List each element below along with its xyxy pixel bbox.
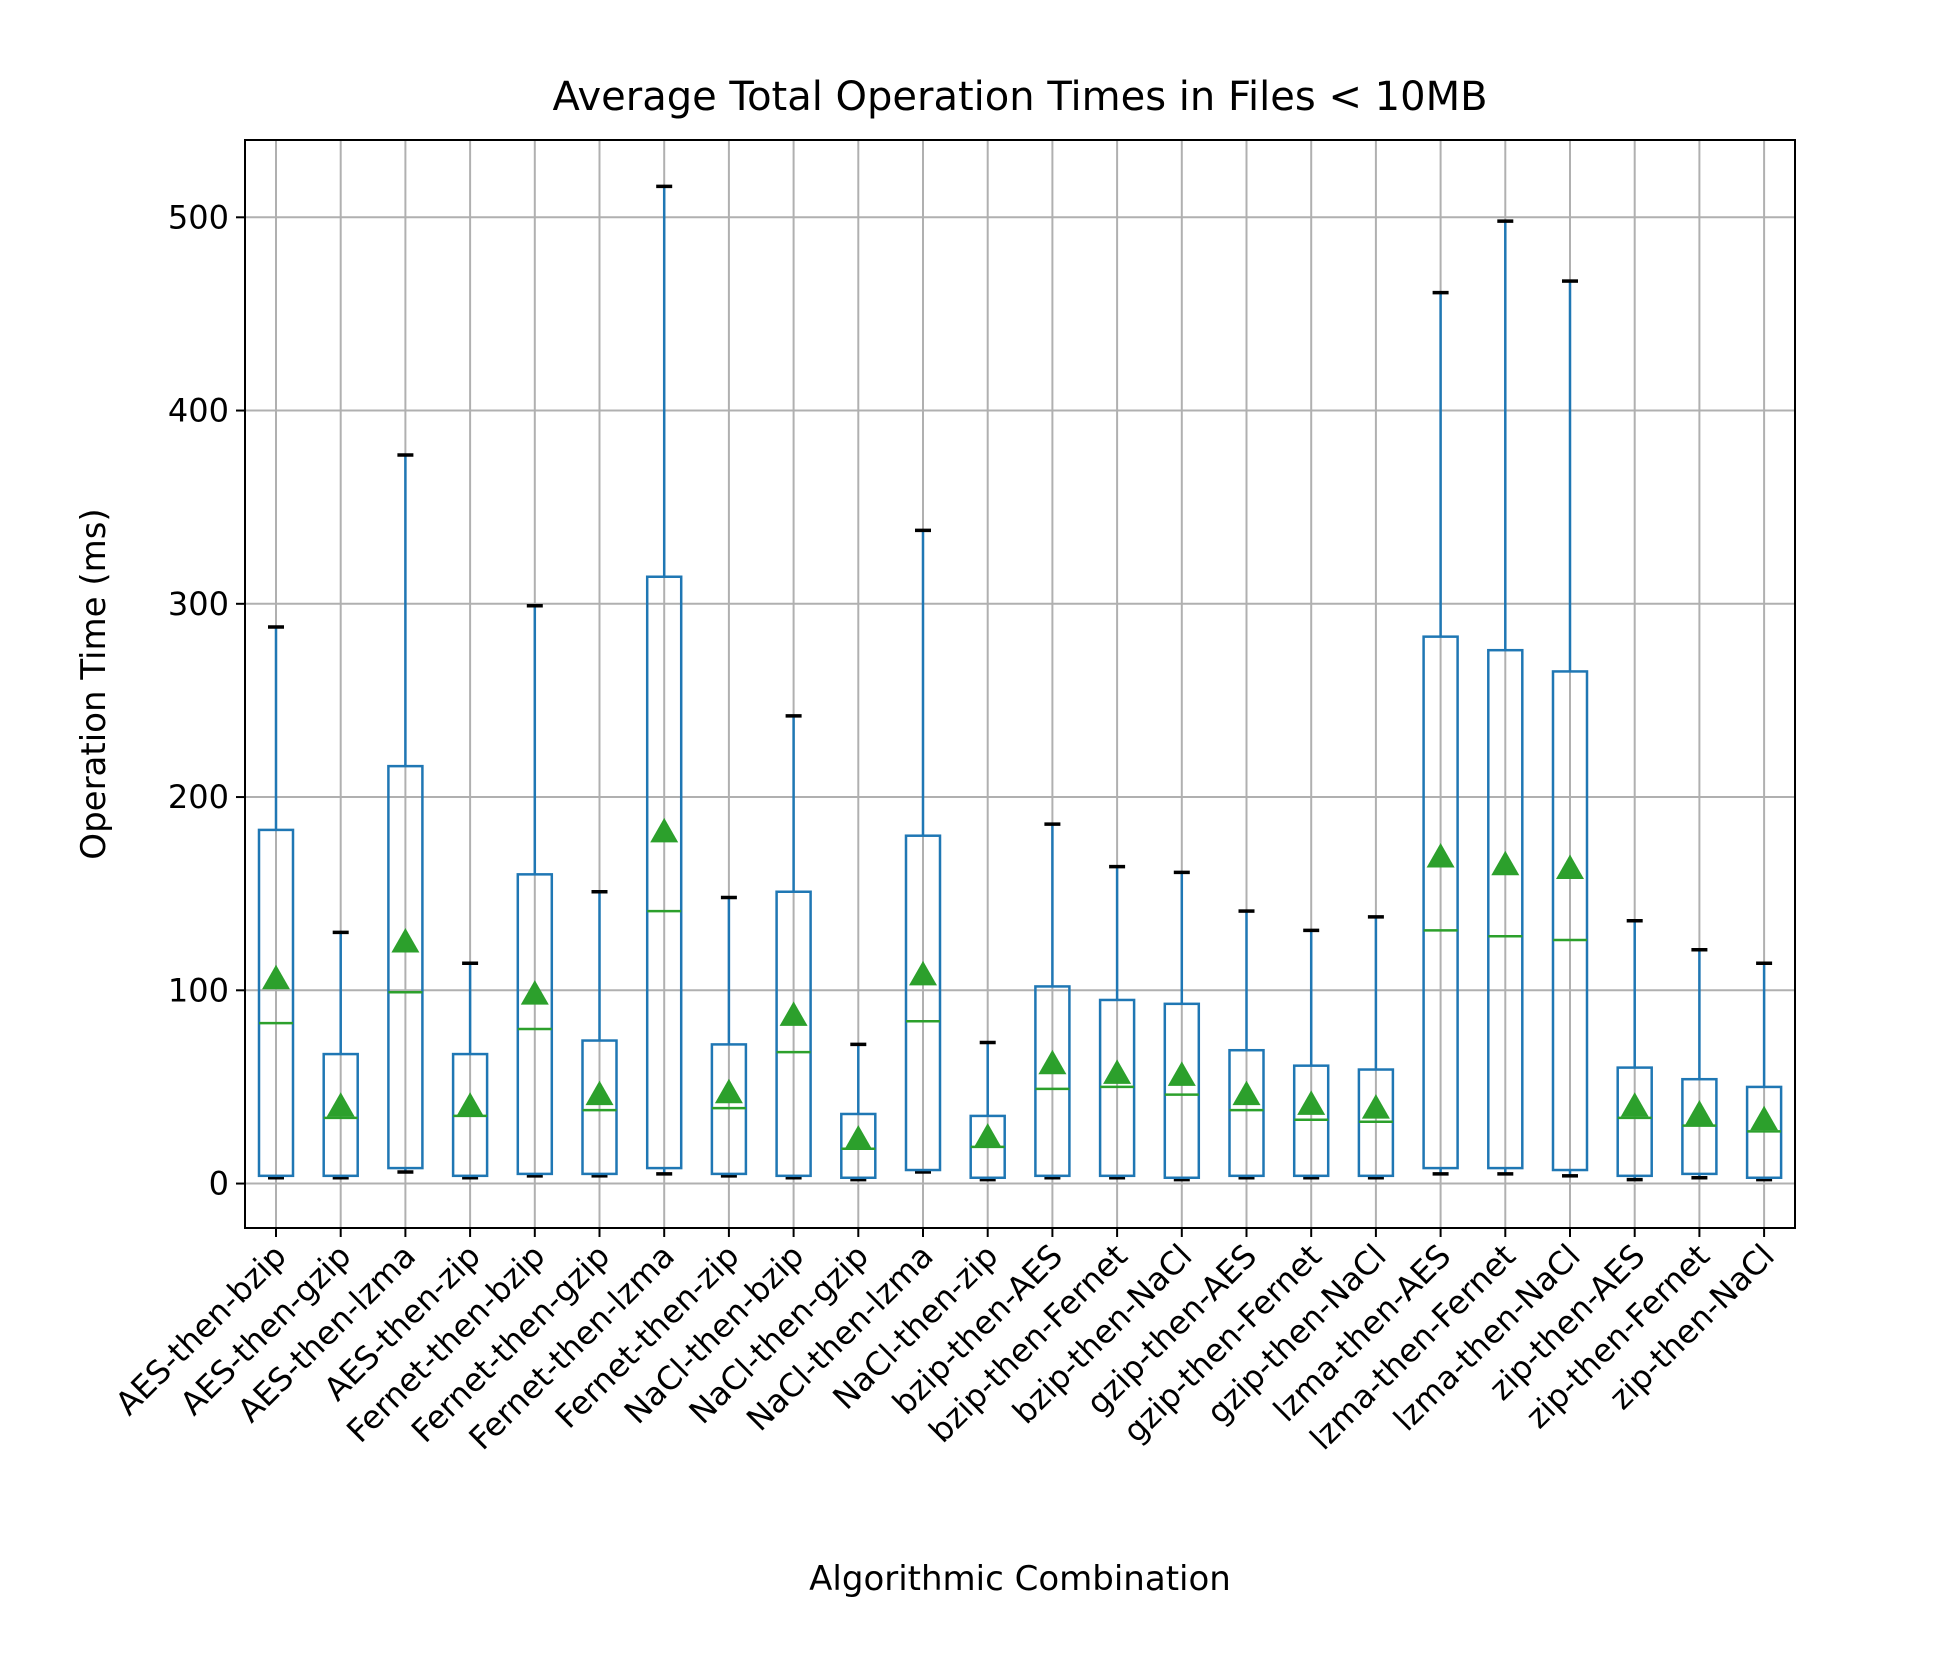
y-tick-label: 200 — [168, 778, 229, 816]
box-item — [1163, 870, 1201, 1182]
mean-marker — [1297, 1090, 1326, 1115]
mean-marker — [326, 1092, 355, 1117]
box-iqr — [1228, 1048, 1265, 1178]
box-series — [257, 184, 1783, 1182]
box-iqr — [775, 890, 812, 1178]
box-item — [257, 625, 295, 1180]
box-item — [1745, 961, 1783, 1182]
box-item — [322, 930, 359, 1180]
mean-marker — [1556, 854, 1584, 880]
mean-marker — [1750, 1105, 1779, 1131]
box-iqr — [257, 828, 295, 1178]
box-item — [1098, 864, 1136, 1180]
box-item — [775, 714, 812, 1180]
box-iqr — [581, 1039, 618, 1176]
y-axis-label: Operation Time (ms) — [74, 508, 114, 859]
mean-marker — [1232, 1080, 1261, 1106]
box-iqr — [1487, 648, 1524, 1170]
mean-marker — [1038, 1049, 1067, 1075]
box-item — [581, 889, 618, 1178]
box-item — [1681, 947, 1718, 1180]
box-item — [1487, 219, 1524, 1176]
plot-frame — [244, 139, 1796, 1229]
box-iqr — [645, 575, 683, 1170]
y-tick-label: 400 — [168, 392, 229, 430]
mean-marker — [650, 817, 679, 843]
box-item — [840, 1042, 877, 1182]
mean-marker — [456, 1092, 485, 1117]
box-iqr — [1551, 670, 1589, 1172]
mean-marker — [1685, 1099, 1714, 1125]
box-iqr — [1422, 635, 1459, 1170]
box-item — [1422, 290, 1459, 1176]
mean-marker — [1103, 1059, 1132, 1084]
y-tick-label: 500 — [168, 198, 229, 236]
box-item — [969, 1040, 1006, 1182]
box-item — [710, 895, 748, 1178]
box-iqr — [840, 1112, 877, 1180]
box-item — [645, 184, 683, 1176]
y-axis: 0 100 200 300 400 500 — [168, 198, 245, 1203]
mean-marker — [391, 927, 420, 953]
box-iqr — [1163, 1002, 1201, 1180]
mean-marker — [1361, 1094, 1390, 1119]
mean-marker — [1167, 1061, 1196, 1086]
mean-marker — [262, 964, 290, 990]
box-item — [1616, 918, 1653, 1182]
mean-marker — [585, 1080, 614, 1106]
box-item — [1228, 909, 1265, 1180]
box-iqr — [1616, 1066, 1653, 1178]
box-item — [451, 961, 489, 1180]
box-item — [904, 528, 942, 1174]
box-item — [387, 453, 424, 1174]
mean-marker — [779, 1001, 808, 1026]
y-tick-label: 100 — [168, 971, 229, 1009]
chart-title: Average Total Operation Times in Files <… — [552, 74, 1487, 120]
box-iqr — [1034, 985, 1071, 1178]
y-tick-label: 300 — [168, 585, 229, 623]
box-item — [1034, 822, 1071, 1180]
box-item — [1292, 928, 1330, 1180]
box-iqr — [516, 873, 554, 1176]
mean-marker — [844, 1125, 873, 1150]
mean-marker — [520, 980, 549, 1005]
mean-marker — [1426, 842, 1455, 868]
mean-marker — [909, 960, 937, 986]
mean-marker — [1620, 1092, 1649, 1117]
box-iqr — [387, 764, 424, 1170]
box-item — [1551, 279, 1589, 1178]
x-axis-label: Algorithmic Combination — [809, 1559, 1231, 1599]
y-tick-label: 0 — [209, 1165, 229, 1203]
box-iqr — [904, 834, 942, 1172]
box-iqr — [322, 1052, 359, 1178]
mean-marker — [973, 1123, 1002, 1148]
x-axis: AES-then-bzipAES-then-gzipAES-then-lzmaA… — [108, 1228, 1782, 1457]
box-item — [1357, 915, 1395, 1180]
box-item — [516, 603, 554, 1178]
mean-marker — [1491, 850, 1520, 876]
mean-marker — [714, 1078, 743, 1104]
